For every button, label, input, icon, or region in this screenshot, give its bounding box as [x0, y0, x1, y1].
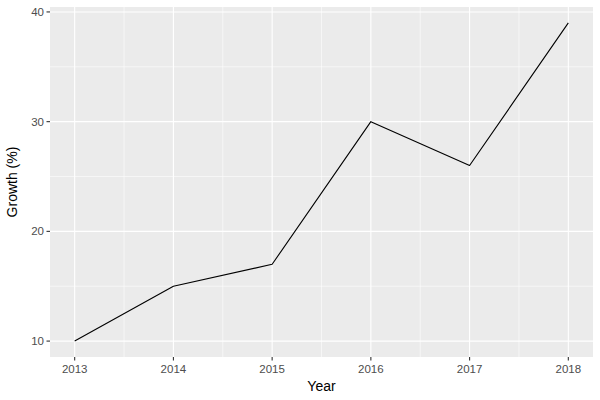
minor-grid-line — [222, 7, 223, 357]
grid-line — [173, 7, 174, 357]
tick-mark — [469, 357, 470, 361]
tick-label: 2018 — [556, 363, 582, 375]
minor-grid-line — [321, 7, 322, 357]
background — [0, 0, 600, 400]
tick-label: 2014 — [161, 363, 187, 375]
minor-grid-line — [518, 7, 519, 357]
tick-mark — [74, 357, 75, 361]
tick-mark — [370, 357, 371, 361]
grid-line — [370, 7, 371, 357]
data-line — [75, 23, 569, 341]
grid-line — [50, 11, 593, 12]
grid-line — [568, 7, 569, 357]
grid-line — [50, 121, 593, 122]
axis-title: Year — [307, 378, 336, 394]
grid-line — [469, 7, 470, 357]
tick-label: 10 — [31, 335, 44, 347]
grid-line — [272, 7, 273, 357]
tick-label: 30 — [31, 116, 44, 128]
tick-mark — [47, 341, 51, 342]
tick-label: 2017 — [457, 363, 483, 375]
grid-line — [50, 231, 593, 232]
tick-label: 2016 — [358, 363, 384, 375]
tick-mark — [568, 357, 569, 361]
plot-marks — [75, 23, 569, 341]
axis-title: Growth (%) — [4, 147, 20, 218]
tick-mark — [47, 11, 51, 12]
tick-mark — [173, 357, 174, 361]
tick-mark — [47, 231, 51, 232]
tick-label: 20 — [31, 225, 44, 237]
minor-grid-line — [124, 7, 125, 357]
tick-mark — [47, 121, 51, 122]
tick-label: 2013 — [62, 363, 88, 375]
chart: 10 20 30 40 2013 2014 2015 2016 2017 2018 Year Grow… — [0, 0, 600, 400]
tick-mark — [272, 357, 273, 361]
minor-grid-line — [420, 7, 421, 357]
grid-line — [50, 341, 593, 342]
grid-line — [74, 7, 75, 357]
tick-label: 2015 — [259, 363, 285, 375]
plot-panel — [50, 7, 593, 357]
tick-label: 40 — [31, 6, 44, 18]
